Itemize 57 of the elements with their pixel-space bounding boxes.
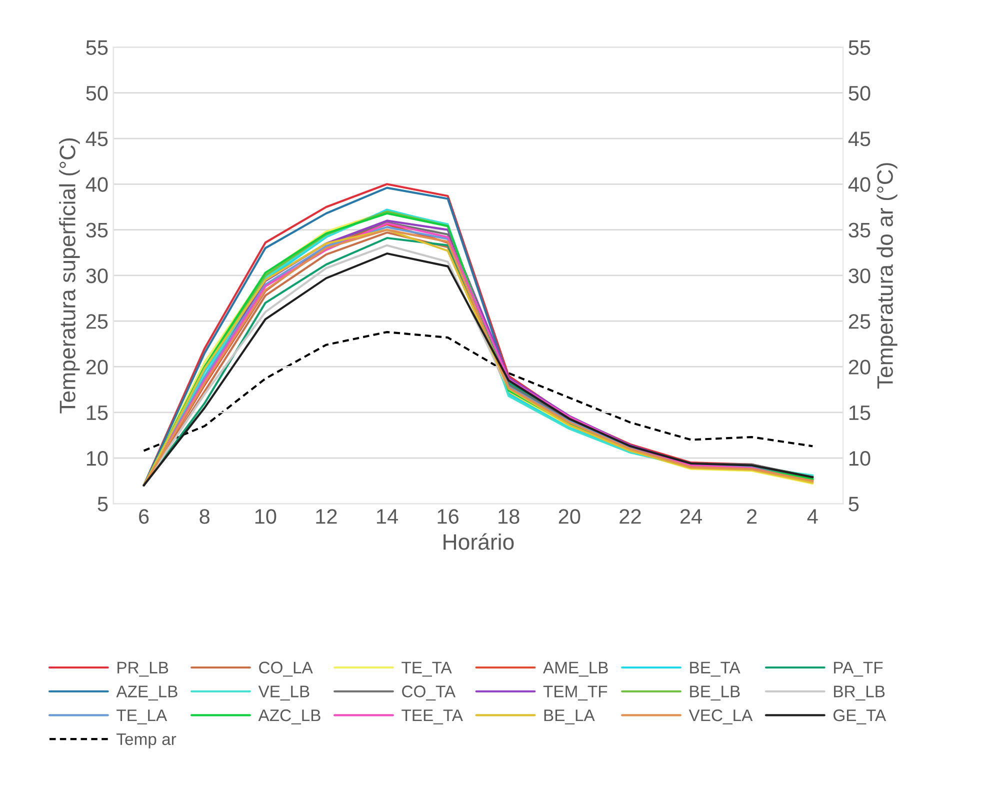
y2-tick-label: 55 <box>848 40 870 55</box>
y-tick-label: 40 <box>86 177 108 192</box>
y2-tick-label: 20 <box>848 360 870 374</box>
legend-label: PA_TF <box>834 662 883 677</box>
x-tick-label: 8 <box>200 509 210 524</box>
y-tick-label: 5 <box>98 496 108 512</box>
y-tick-label: 10 <box>86 451 108 466</box>
x-tick-label: 18 <box>498 509 520 524</box>
legend-label: AME_LB <box>543 662 608 677</box>
legend-label: AZC_LB <box>258 709 320 724</box>
x-tick-label: 24 <box>680 509 702 524</box>
legend-label: BE_LB <box>690 686 740 701</box>
x-tick-label: 22 <box>620 509 641 524</box>
y-tick-label: 30 <box>86 268 108 284</box>
y2-axis-title: Temperatura do ar (°C) <box>876 163 898 389</box>
x-axis-title: Horário <box>444 533 514 550</box>
y-tick-label: 35 <box>86 222 108 238</box>
x-tick-label: 6 <box>139 509 149 524</box>
y2-tick-label: 10 <box>849 451 870 466</box>
y2-tick-label: 30 <box>848 268 870 284</box>
y-tick-label: 15 <box>86 406 108 420</box>
y2-tick-label: 45 <box>848 132 870 146</box>
y2-tick-label: 50 <box>848 86 870 101</box>
legend-label: TEM_TF <box>543 686 608 701</box>
legend-label: TE_LA <box>116 710 168 724</box>
y-tick-label: 25 <box>86 314 108 329</box>
y-tick-label: 20 <box>86 360 108 374</box>
y2-tick-label: 15 <box>849 406 870 420</box>
legend-label: AZE_LB <box>116 686 178 701</box>
legend-label: TEE_TA <box>402 710 463 724</box>
legend-label: VE_LB <box>258 686 310 701</box>
y-tick-label: 50 <box>86 86 108 101</box>
y2-tick-label: 40 <box>848 177 870 192</box>
legend-label: TE_TA <box>402 662 452 677</box>
x-tick-label: 2 <box>747 509 757 524</box>
x-tick-label: 4 <box>807 509 818 524</box>
x-tick-label: 16 <box>438 509 458 524</box>
legend-label: VEC_LA <box>688 709 753 724</box>
legend-label: Temp ar <box>116 733 176 748</box>
y2-tick-label: 35 <box>848 222 870 238</box>
legend-label: PR_LB <box>118 662 168 677</box>
x-tick-label: 14 <box>377 509 398 524</box>
legend-label: BE_LA <box>544 710 595 724</box>
x-tick-label: 10 <box>255 509 276 524</box>
x-tick-label: 20 <box>558 509 580 524</box>
legend-label: BE_TA <box>690 662 740 677</box>
x-tick-label: 12 <box>316 509 337 524</box>
y2-tick-label: 5 <box>848 496 859 512</box>
y-tick-label: 55 <box>86 40 108 55</box>
y2-tick-label: 25 <box>848 314 870 329</box>
y-axis-title: Temperatura superficial (°C) <box>59 138 80 414</box>
legend-label: BR_LB <box>834 686 885 701</box>
line-series <box>142 331 814 452</box>
legend-label: CO_LA <box>259 662 313 677</box>
legend-label: CO_TA <box>402 686 456 701</box>
y-tick-label: 45 <box>86 132 108 146</box>
legend-label: GE_TA <box>834 709 886 724</box>
